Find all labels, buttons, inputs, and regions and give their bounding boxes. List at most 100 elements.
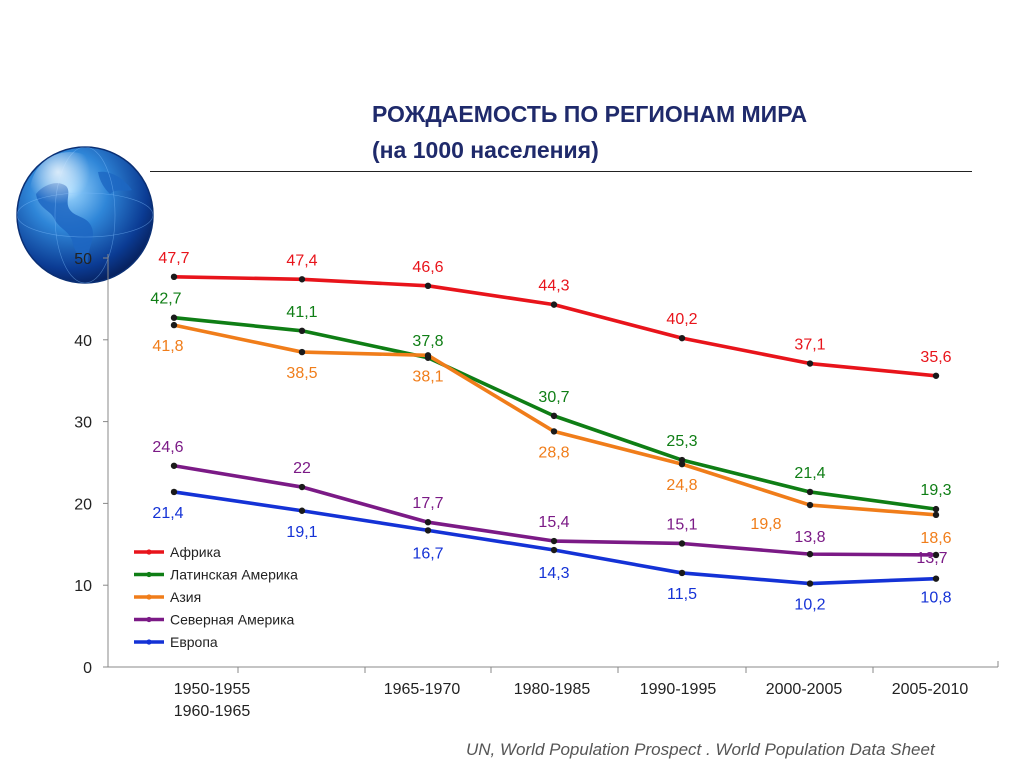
- legend-marker: [146, 549, 152, 555]
- title-divider: [150, 171, 972, 172]
- legend-marker: [146, 616, 152, 623]
- data-label: 15,1: [666, 516, 697, 533]
- y-tick-label: 0: [83, 660, 92, 677]
- data-point: [678, 540, 686, 547]
- data-labels: 47,7 47,4 46,6 44,3 40,2 37,1 35,6 42,7 41,1 37,8…: [150, 250, 951, 614]
- y-tick-label: 40: [74, 333, 92, 350]
- data-point: [932, 372, 940, 379]
- x-tick-label: 1965-1970: [384, 681, 461, 698]
- legend-marker: [146, 571, 152, 578]
- data-point: [170, 462, 178, 469]
- data-label: 21,4: [152, 505, 183, 522]
- data-label: 42,7: [150, 291, 181, 308]
- x-tick-label: 1990-1995: [640, 681, 717, 698]
- data-point: [806, 580, 814, 587]
- data-label: 17,7: [412, 495, 443, 512]
- chart-axes: [107, 254, 999, 668]
- data-label: 18,6: [920, 530, 951, 547]
- data-label: 28,8: [538, 444, 569, 461]
- data-point: [170, 321, 178, 329]
- legend-label: Азия: [170, 589, 201, 605]
- x-tick-label: 1950-1955: [174, 681, 251, 698]
- data-label: 19,1: [286, 524, 317, 541]
- data-label: 19,8: [750, 516, 781, 533]
- globe-icon: [16, 146, 154, 284]
- data-label: 10,8: [920, 590, 951, 607]
- data-point: [298, 348, 306, 356]
- data-point: [550, 301, 558, 308]
- data-point: [298, 507, 306, 514]
- data-label: 14,3: [538, 565, 569, 582]
- data-point: [932, 551, 940, 559]
- data-label: 40,2: [666, 311, 697, 328]
- data-point: [170, 488, 178, 496]
- data-label: 13,8: [794, 529, 825, 546]
- x-tick-label: 1960-1965: [174, 703, 251, 720]
- data-point: [298, 276, 306, 283]
- x-tick-label: 1980-1985: [514, 681, 591, 698]
- title-line-1: РОЖДАЕМОСТЬ ПО РЕГИОНАМ МИРА: [372, 101, 808, 127]
- legend-marker: [146, 594, 152, 600]
- data-point: [424, 527, 432, 534]
- x-axis-ticks: 1950-1955 1960-1965 1965-1970 1980-1985 1990…: [174, 667, 968, 720]
- title-line-2: (на 1000 населения): [372, 137, 599, 163]
- data-label: 24,6: [152, 439, 183, 456]
- y-tick-label: 20: [74, 496, 92, 513]
- data-point: [806, 488, 814, 496]
- data-point: [806, 501, 814, 509]
- data-point: [170, 314, 178, 321]
- data-label: 38,1: [412, 368, 443, 385]
- data-point: [806, 360, 814, 367]
- data-label: 19,3: [920, 482, 951, 499]
- x-tick-label: 2000-2005: [766, 681, 843, 698]
- data-label: 13,7: [916, 550, 947, 567]
- legend-label: Европа: [170, 634, 218, 650]
- y-tick-label: 50: [74, 251, 92, 268]
- data-point: [932, 511, 940, 519]
- data-label: 41,8: [152, 338, 183, 355]
- data-point: [932, 505, 940, 513]
- data-point: [806, 550, 814, 558]
- data-point: [424, 352, 432, 359]
- data-label: 30,7: [538, 389, 569, 406]
- data-label: 41,1: [286, 304, 317, 321]
- y-axis-ticks: 0 10 20 30 40 50: [74, 251, 108, 677]
- data-label: 24,8: [666, 477, 697, 494]
- data-label: 47,4: [286, 252, 317, 269]
- legend-marker: [146, 639, 152, 645]
- data-point: [170, 273, 178, 281]
- data-label: 37,8: [412, 333, 443, 350]
- data-label: 37,1: [794, 337, 825, 354]
- data-label: 46,6: [412, 259, 443, 276]
- data-point: [298, 483, 306, 491]
- data-point: [550, 412, 558, 420]
- data-point: [298, 327, 306, 335]
- y-tick-label: 30: [74, 415, 92, 432]
- chart-title: РОЖДАЕМОСТЬ ПО РЕГИОНАМ МИРА (на 1000 на…: [372, 96, 807, 168]
- data-point: [424, 282, 432, 290]
- data-points: [170, 273, 940, 587]
- data-label: 11,5: [667, 586, 697, 603]
- data-label: 35,6: [920, 349, 951, 366]
- data-point: [424, 519, 432, 526]
- legend: Африка Латинская Америка Азия Северная Амер…: [134, 544, 298, 650]
- data-label: 21,4: [794, 465, 825, 482]
- data-label: 44,3: [538, 278, 569, 295]
- data-label: 47,7: [158, 250, 189, 267]
- data-point: [550, 537, 558, 545]
- legend-label: Африка: [170, 544, 221, 560]
- data-point: [678, 460, 686, 468]
- data-label: 22: [293, 460, 311, 477]
- data-point: [678, 569, 686, 577]
- data-point: [932, 575, 940, 582]
- data-label: 10,2: [794, 597, 825, 614]
- y-tick-label: 10: [74, 578, 92, 595]
- data-label: 15,4: [538, 514, 569, 531]
- source-note: UN, World Population Prospect . World Po…: [466, 740, 935, 759]
- data-point: [550, 428, 558, 435]
- data-label: 38,5: [286, 365, 317, 382]
- data-label: 25,3: [666, 433, 697, 450]
- data-point: [678, 334, 686, 342]
- data-point: [550, 546, 558, 554]
